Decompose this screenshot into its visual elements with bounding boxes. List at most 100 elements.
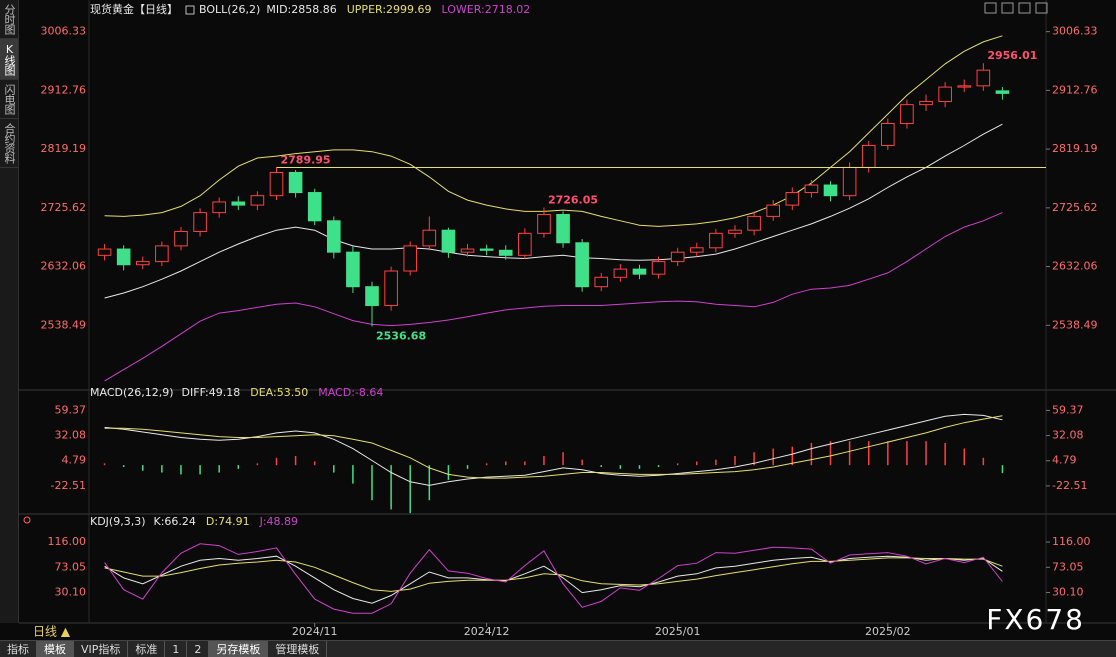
candle-body	[594, 276, 609, 288]
series-line	[104, 35, 1003, 227]
y-tick-label: 4.79	[62, 454, 87, 467]
y-tick-label: 116.00	[48, 535, 87, 548]
candle-body	[976, 69, 991, 87]
toolbar-button[interactable]: 2	[187, 641, 210, 657]
y-tick-label: 30.10	[1052, 586, 1084, 599]
side-tab[interactable]: 分时图	[0, 0, 18, 39]
y-tick-label: 2725.62	[1052, 201, 1098, 214]
candle-body	[288, 171, 303, 194]
candle-body	[116, 248, 131, 266]
y-tick-label: 2538.49	[41, 318, 87, 331]
legend-item: MID:2858.86	[266, 3, 336, 16]
y-tick-label: 2725.62	[41, 201, 87, 214]
candle-body	[900, 104, 914, 124]
candle-body	[842, 166, 857, 197]
candle-body	[995, 90, 1010, 94]
candle-body	[881, 122, 895, 146]
chart: 日线 ▲ FX678 现货黄金【日线】 BOLL(26,2) MID:2858.86…	[19, 0, 1116, 640]
y-tick-label: 32.08	[1052, 429, 1084, 442]
y-tick-label: 116.00	[1052, 535, 1091, 548]
series-line	[104, 212, 1003, 382]
series-line	[104, 123, 1003, 299]
legend-item: D:74.91	[206, 515, 250, 528]
toolbar-button[interactable]: 标准	[128, 641, 166, 657]
candle-body	[307, 192, 322, 222]
price-annotation: 2726.05	[548, 194, 598, 207]
candle-body	[785, 192, 800, 206]
chart-title: KDJ(9,3,3)	[90, 515, 146, 528]
legend-item: LOWER:2718.02	[442, 3, 531, 16]
chart-title: MACD(26,12,9)	[90, 386, 174, 399]
candle-body	[269, 171, 284, 197]
legend-item: DEA:53.50	[250, 386, 308, 399]
candle-body	[689, 247, 704, 253]
candle-body	[460, 248, 475, 253]
toolbar-button[interactable]: 1	[165, 641, 188, 657]
toolbar-button[interactable]: VIP指标	[74, 641, 129, 657]
candle-body	[670, 251, 685, 263]
candle-body	[498, 249, 513, 256]
period-label[interactable]: 日线 ▲	[33, 625, 71, 639]
price-annotation: 2956.01	[987, 49, 1037, 62]
candle-body	[861, 144, 876, 168]
series-line	[104, 543, 1003, 614]
side-tabs: 分时图 K线图 闪电图 合约资料	[0, 0, 19, 623]
candle-body	[231, 201, 246, 206]
candle-body	[346, 251, 360, 288]
side-tab[interactable]: 合约资料	[0, 119, 18, 168]
x-tick-label: 2025/02	[865, 625, 911, 638]
icon[interactable]	[1035, 2, 1048, 14]
y-tick-label: 2912.76	[41, 83, 87, 96]
candle-body	[479, 248, 494, 251]
indicator-name: BOLL(26,2)	[199, 3, 260, 16]
y-tick-label: 59.37	[55, 403, 87, 416]
candle-body	[804, 184, 819, 194]
legend-item: DIFF:49.18	[182, 386, 241, 399]
toolbar-button[interactable]: 另存模板	[209, 641, 269, 657]
watermark: FX678	[986, 603, 1085, 636]
side-tab[interactable]: 闪电图	[0, 80, 18, 119]
series-line	[104, 557, 1003, 592]
toolbar-button[interactable]: 指标	[0, 641, 37, 657]
candle-body	[537, 214, 551, 234]
candle-body	[135, 261, 150, 266]
icon[interactable]	[984, 2, 997, 14]
y-tick-label: 3006.33	[1052, 25, 1098, 38]
price-annotation: 2789.95	[280, 153, 330, 166]
window-icons	[984, 2, 1048, 14]
y-tick-label: 2632.06	[1052, 260, 1098, 273]
icon	[185, 5, 195, 15]
candle-body	[919, 101, 933, 106]
candle-body	[518, 232, 532, 256]
y-tick-label: 32.08	[55, 429, 87, 442]
icon	[23, 516, 31, 524]
y-tick-label: 2912.76	[1052, 83, 1098, 96]
x-tick-label: 2024/11	[292, 625, 338, 638]
legend-item: UPPER:2999.69	[347, 3, 432, 16]
x-tick-label: 2025/01	[655, 625, 701, 638]
candle-body	[250, 195, 265, 206]
toolbar-button[interactable]: 管理模板	[268, 641, 328, 657]
legend-item: K:66.24	[154, 515, 196, 528]
legend-item: MACD:-8.64	[318, 386, 383, 399]
candle-body	[938, 86, 952, 103]
candle-body	[326, 220, 341, 253]
candle-body	[155, 245, 169, 263]
icon[interactable]	[1018, 2, 1031, 14]
side-tab[interactable]: K线图	[0, 39, 18, 80]
candle-body	[728, 229, 742, 234]
y-tick-label: 59.37	[1052, 403, 1084, 416]
series-line	[104, 415, 1003, 479]
chart-title: 现货黄金【日线】	[90, 2, 178, 16]
toolbar: 指标 模板 VIP指标 标准 1 2 另存模板 管理模板	[0, 640, 1116, 657]
y-tick-label: 73.05	[55, 560, 87, 573]
candle-body	[174, 230, 188, 247]
candle-body	[212, 201, 226, 214]
y-tick-label: 4.79	[1052, 454, 1077, 467]
candle-body	[365, 286, 379, 307]
candle-body	[193, 212, 207, 232]
candle-body	[747, 215, 761, 231]
y-tick-label: 2538.49	[1052, 318, 1098, 331]
toolbar-button[interactable]: 模板	[37, 641, 74, 657]
icon[interactable]	[1001, 2, 1014, 14]
